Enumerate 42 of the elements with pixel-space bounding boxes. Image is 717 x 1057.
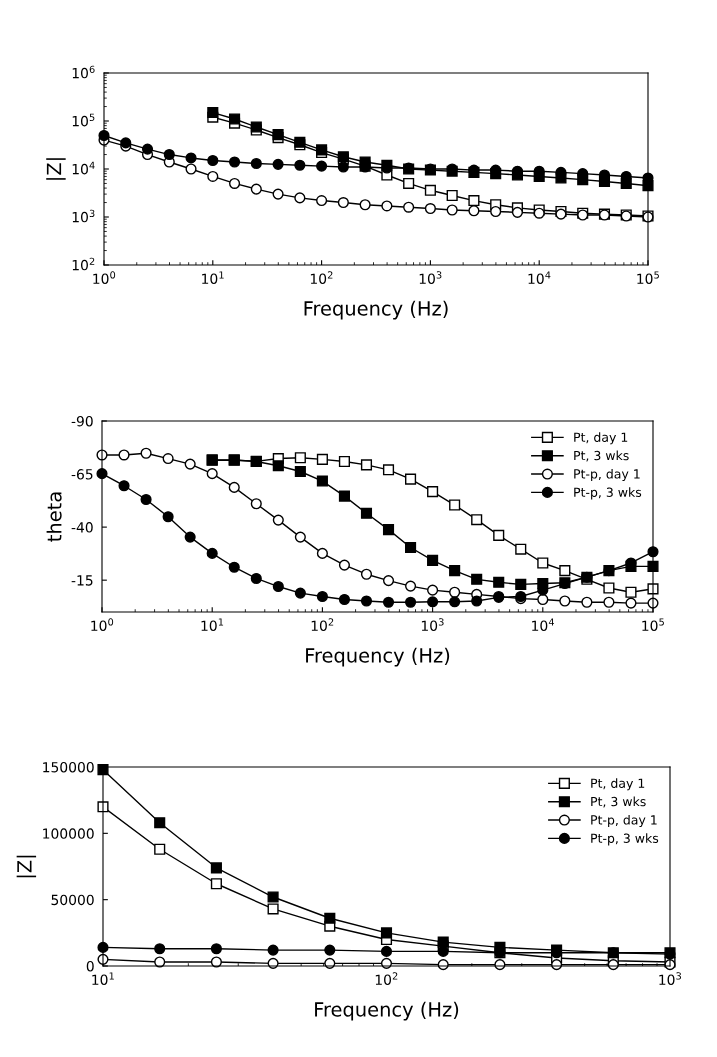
y-axis-title: |Z| bbox=[46, 158, 66, 180]
x-tick-label: 10$^{0}$ bbox=[91, 618, 114, 631]
legend-label: Pt, day 1 bbox=[591, 778, 645, 791]
y-tick-label: -40 bbox=[71, 522, 93, 533]
y-tick-label: 10$^{5}$ bbox=[72, 113, 95, 127]
legend-label: Pt, 3 wks bbox=[591, 796, 646, 808]
y-tick-label: 0 bbox=[86, 960, 94, 972]
x-axis-title: Frequency (Hz) bbox=[304, 300, 448, 320]
y-tick-label: -15 bbox=[71, 575, 93, 586]
legend-label: Pt-p, 3 wks bbox=[574, 487, 642, 500]
y-tick-label: 150000 bbox=[43, 761, 94, 773]
legend-label: Pt, day 1 bbox=[574, 432, 628, 445]
y-tick-label: 100000 bbox=[43, 828, 94, 839]
x-tick-label: 10$^{1}$ bbox=[202, 271, 224, 284]
y-tick-label: -65 bbox=[71, 469, 93, 480]
y-tick-label: 10$^{4}$ bbox=[72, 161, 95, 175]
y-axis-title: theta bbox=[46, 492, 62, 542]
x-tick-label: 10$^{1}$ bbox=[201, 618, 224, 631]
x-tick-label: 10$^{4}$ bbox=[532, 618, 555, 631]
x-tick-label: 10$^{2}$ bbox=[311, 618, 334, 631]
legend-label: Pt, 3 wks bbox=[574, 450, 629, 462]
x-tick-label: 10$^{3}$ bbox=[419, 271, 442, 284]
legend-label: Pt-p, day 1 bbox=[591, 814, 657, 828]
x-axis-title: Frequency (Hz) bbox=[315, 1001, 459, 1021]
legend-label: Pt-p, 3 wks bbox=[591, 833, 659, 846]
x-tick-label: 10$^{4}$ bbox=[528, 271, 551, 284]
x-tick-label: 10$^{2}$ bbox=[310, 271, 333, 284]
x-tick-label: 10$^{1}$ bbox=[92, 972, 114, 985]
x-tick-label: 10$^{3}$ bbox=[421, 618, 444, 631]
x-tick-label: 10$^{5}$ bbox=[637, 271, 659, 284]
legend-label: Pt-p, day 1 bbox=[574, 468, 640, 482]
x-tick-label: 10$^{3}$ bbox=[659, 972, 681, 985]
x-tick-label: 10$^{0}$ bbox=[93, 271, 116, 284]
x-tick-label: 10$^{5}$ bbox=[642, 618, 664, 631]
y-tick-label: 10$^{2}$ bbox=[72, 257, 95, 271]
y-axis-title: |Z| bbox=[16, 855, 37, 878]
y-tick-label: 50000 bbox=[51, 894, 94, 906]
y-tick-label: 10$^{3}$ bbox=[72, 209, 95, 223]
y-tick-label: 10$^{6}$ bbox=[72, 65, 95, 79]
x-axis-title: Frequency (Hz) bbox=[306, 647, 450, 667]
x-tick-label: 10$^{2}$ bbox=[375, 972, 398, 985]
y-tick-label: -90 bbox=[71, 415, 93, 427]
